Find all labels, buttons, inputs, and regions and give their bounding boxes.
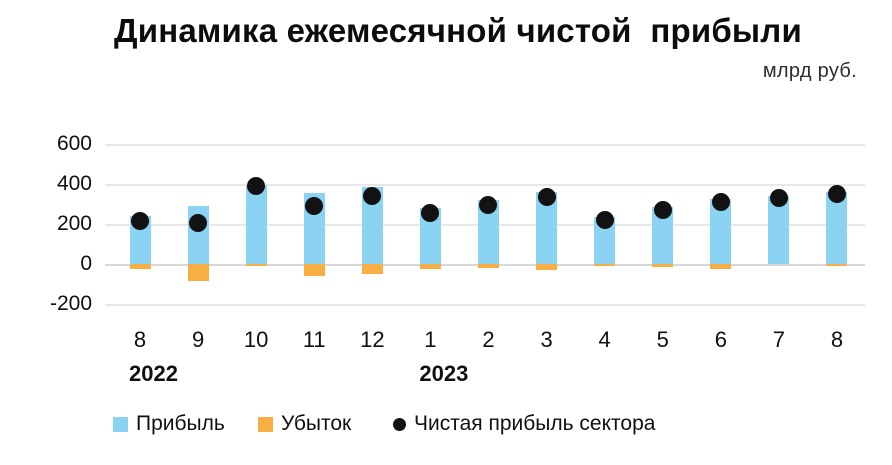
net-profit-dot bbox=[131, 212, 149, 230]
profit-bar bbox=[536, 192, 558, 264]
loss-bar bbox=[536, 264, 558, 270]
net-profit-dot bbox=[827, 185, 846, 203]
gridline bbox=[105, 184, 865, 186]
y-axis-tick-label: 400 bbox=[56, 172, 92, 195]
profit-bar bbox=[245, 185, 267, 264]
profit-bar bbox=[652, 207, 674, 264]
loss-bar bbox=[826, 264, 848, 266]
loss-bar bbox=[652, 264, 674, 267]
profit-bar bbox=[768, 196, 790, 264]
net-profit-dot bbox=[595, 211, 614, 229]
x-axis-month-label: 3 bbox=[540, 327, 553, 352]
gridline bbox=[105, 144, 865, 146]
profit-bar bbox=[594, 217, 616, 264]
loss-bar bbox=[710, 264, 732, 269]
loss-bar bbox=[245, 264, 267, 266]
page-subtitle: млрд руб. bbox=[762, 60, 857, 82]
x-axis-year-label: 2022 bbox=[129, 361, 178, 386]
net-profit-dot bbox=[305, 197, 324, 215]
profit-bar bbox=[477, 200, 499, 264]
profit-bar bbox=[361, 187, 383, 264]
net-profit-dot bbox=[363, 187, 382, 205]
loss-bar bbox=[187, 264, 209, 281]
x-axis-month-label: 7 bbox=[772, 327, 786, 352]
x-axis-month-label: 2 bbox=[482, 327, 495, 352]
x-axis-month-label: 10 bbox=[243, 327, 269, 352]
gridline bbox=[105, 304, 865, 306]
x-axis-month-label: 1 bbox=[424, 327, 437, 352]
profit-bar bbox=[826, 192, 848, 264]
y-axis-tick-label: 200 bbox=[56, 212, 92, 235]
y-axis-tick-label: 600 bbox=[56, 132, 92, 155]
net-profit-dot bbox=[421, 204, 440, 222]
x-axis-month-label: 12 bbox=[360, 327, 385, 352]
x-axis-month-label: 6 bbox=[714, 327, 727, 352]
x-axis-month-label: 8 bbox=[133, 327, 147, 352]
loss-bar bbox=[594, 264, 616, 266]
loss-bar bbox=[419, 264, 441, 269]
x-axis-year-label: 2023 bbox=[419, 361, 469, 386]
x-axis-month-label: 5 bbox=[656, 327, 669, 352]
net-profit-dot bbox=[653, 201, 672, 219]
net-profit-dot bbox=[189, 214, 208, 232]
x-axis-month-label: 4 bbox=[598, 327, 611, 352]
x-axis-month-label: 9 bbox=[191, 327, 205, 352]
page-title: Динамика ежемесячной чистой прибыли bbox=[114, 12, 802, 49]
loss-bar bbox=[477, 264, 499, 268]
net-profit-dot bbox=[711, 193, 730, 211]
y-axis-tick-label: 0 bbox=[80, 252, 92, 275]
net-profit-dot bbox=[537, 188, 556, 206]
profit-bar bbox=[419, 208, 441, 264]
y-axis-tick-label: -200 bbox=[49, 292, 92, 315]
net-profit-dot bbox=[247, 177, 266, 195]
net-profit-dot bbox=[769, 189, 788, 207]
net-profit-dot bbox=[479, 196, 498, 214]
x-axis-month-label: 8 bbox=[830, 327, 844, 352]
loss-bar bbox=[303, 264, 325, 276]
loss-bar bbox=[361, 264, 383, 274]
x-axis-month-label: 11 bbox=[302, 327, 326, 352]
profit-bar bbox=[710, 199, 732, 264]
loss-bar bbox=[129, 264, 151, 269]
